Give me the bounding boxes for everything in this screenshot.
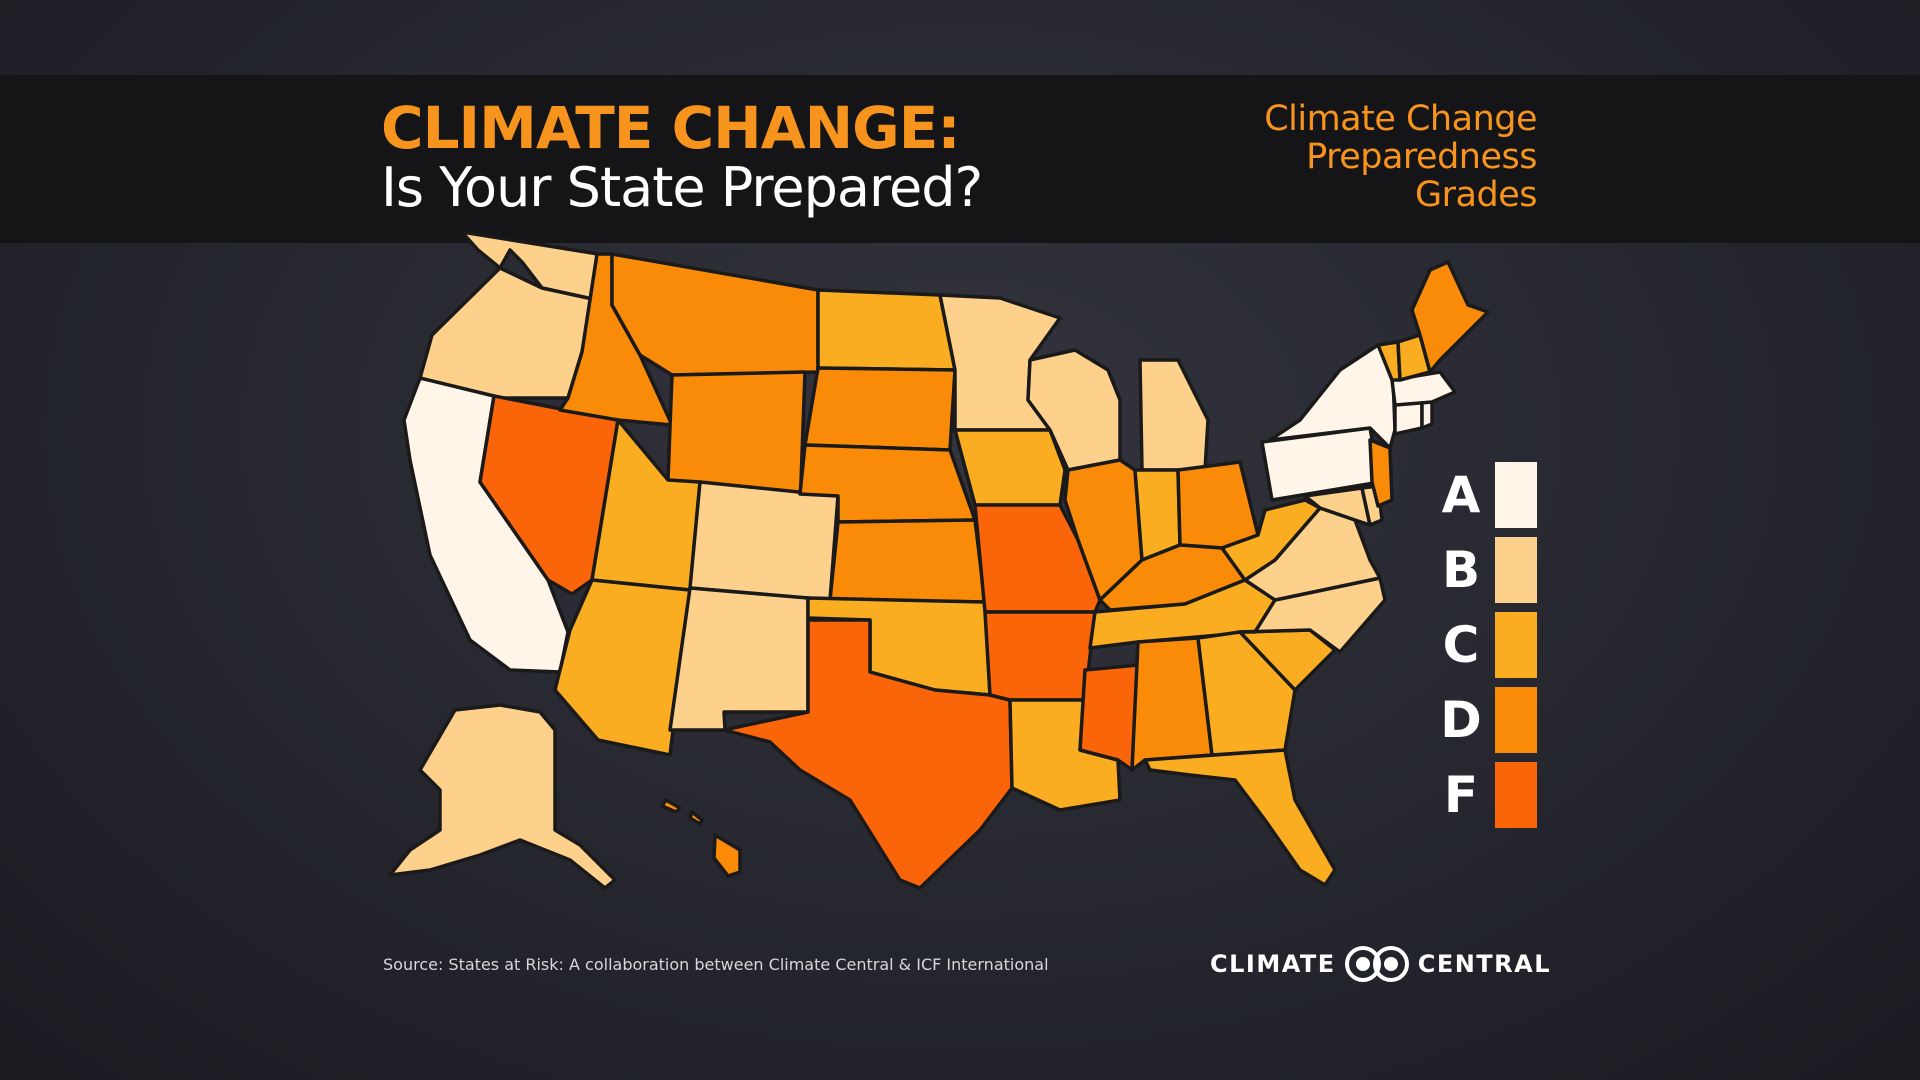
state-tx — [722, 618, 1014, 890]
source-note: Source: States at Risk: A collaboration … — [383, 955, 1049, 974]
legend-title-line-2: Preparedness — [1306, 137, 1537, 177]
state-ny — [1268, 343, 1397, 450]
state-ia — [953, 428, 1067, 507]
logo-circles-icon — [1344, 946, 1409, 982]
climate-central-logo: CLIMATE CENTRAL — [1210, 944, 1551, 984]
state-mt — [610, 252, 820, 377]
state-hi — [660, 798, 742, 878]
legend-grade-a: A — [1441, 466, 1481, 524]
logo-text-left: CLIMATE — [1210, 950, 1336, 978]
state-ms — [1078, 663, 1140, 772]
legend-title-line-3: Grades — [1415, 175, 1537, 215]
state-mi — [1138, 358, 1210, 472]
state-ar — [983, 610, 1097, 702]
legend-title: Climate Change Preparedness Grades — [1264, 100, 1537, 214]
legend-title-line-1: Climate Change — [1264, 99, 1537, 139]
legend-swatch-b — [1495, 537, 1537, 603]
header-band — [0, 75, 1920, 243]
logo-text-right: CENTRAL — [1417, 950, 1552, 978]
state-ri — [1420, 400, 1434, 430]
title-main: CLIMATE CHANGE: — [381, 94, 961, 162]
state-ks — [828, 518, 987, 604]
state-oh — [1176, 460, 1260, 550]
state-md — [1303, 486, 1372, 527]
state-ga — [1196, 630, 1297, 757]
state-ct — [1393, 400, 1424, 436]
legend-grade-b: B — [1441, 541, 1481, 599]
state-co — [688, 480, 840, 602]
state-fl — [1143, 748, 1337, 887]
state-ak — [388, 703, 617, 890]
legend-swatch-f — [1495, 762, 1537, 828]
legend-swatch-c — [1495, 612, 1537, 678]
state-sd — [803, 366, 957, 452]
legend-grade-f: F — [1443, 766, 1479, 824]
legend-grade-c: C — [1442, 616, 1480, 674]
state-nm — [668, 586, 810, 732]
state-me — [1410, 260, 1490, 374]
legend-grade-d: D — [1440, 691, 1482, 749]
state-nd — [816, 288, 957, 372]
title-subtitle: Is Your State Prepared? — [381, 156, 983, 219]
legend-swatch-a — [1495, 462, 1537, 528]
legend-swatch-d — [1495, 687, 1537, 753]
state-ma — [1390, 370, 1457, 407]
